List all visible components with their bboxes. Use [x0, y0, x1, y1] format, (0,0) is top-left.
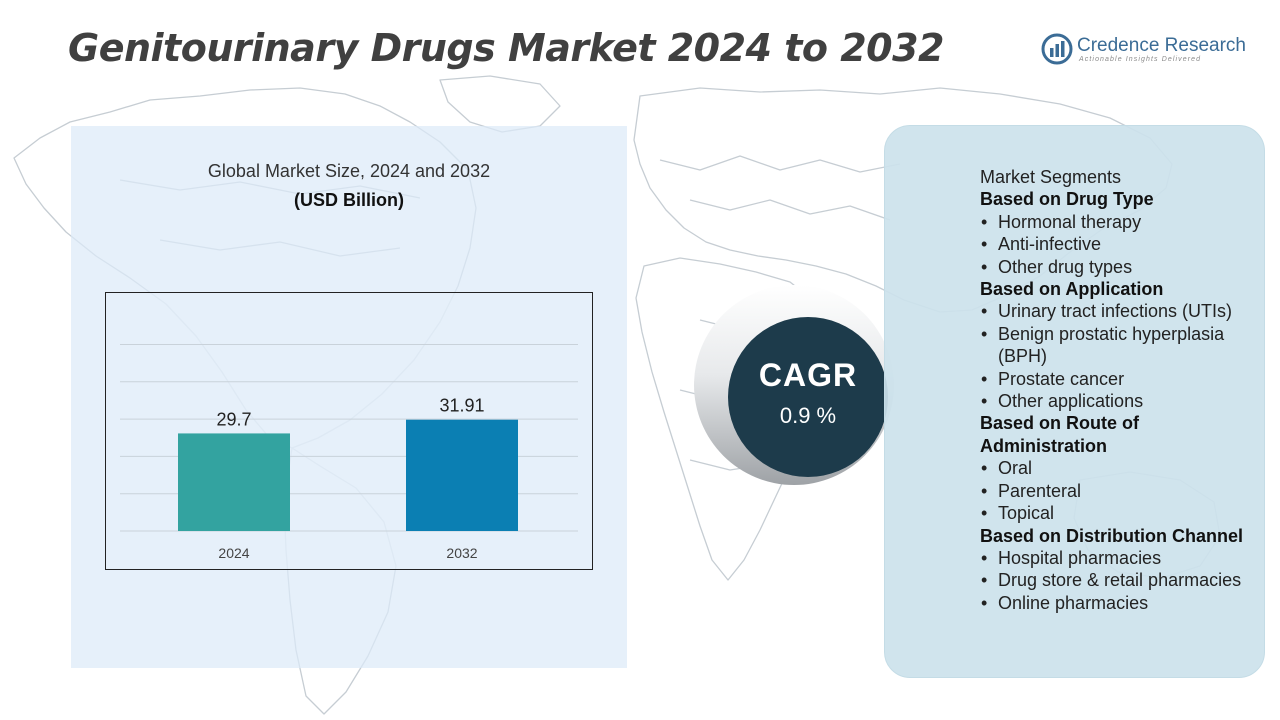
segment-item: Prostate cancer: [980, 368, 1270, 391]
cagr-badge: CAGR 0.9 %: [694, 285, 904, 485]
segment-item: Online pharmacies: [980, 592, 1270, 615]
tick-label-2024: 2024: [218, 545, 249, 561]
data-label-2032: 31.91: [439, 396, 484, 416]
segment-group-distribution: Based on Distribution Channel Hospital p…: [980, 525, 1270, 615]
segment-group-title: Based on Route of Administration: [980, 413, 1140, 456]
segment-item: Hospital pharmacies: [980, 547, 1270, 570]
segment-item: Drug store & retail pharmacies: [980, 569, 1270, 592]
segment-item: Hormonal therapy: [980, 211, 1270, 234]
segment-item: Topical: [980, 502, 1270, 525]
segment-group-title: Based on Drug Type: [980, 189, 1154, 210]
segments-heading: Market Segments: [980, 167, 1122, 187]
segment-group-route: Based on Route of Administration Oral Pa…: [980, 412, 1270, 524]
segment-item: Benign prostatic hyperplasia (BPH): [980, 323, 1270, 368]
chart-subtitle: Global Market Size, 2024 and 2032: [207, 161, 491, 181]
segment-item: Other applications: [980, 390, 1270, 413]
chart-unit: (USD Billion): [294, 190, 404, 210]
segment-item: Urinary tract infections (UTIs): [980, 300, 1270, 323]
cagr-value: 0.9 %: [779, 403, 837, 428]
credence-logo-icon: [1041, 33, 1073, 65]
segment-group-title: Based on Application: [980, 279, 1164, 300]
brand-name: Credence Research: [1077, 35, 1246, 56]
bar-2032: [406, 419, 518, 531]
segment-item: Other drug types: [980, 256, 1270, 279]
page-title: Genitourinary Drugs Market 2024 to 2032: [68, 26, 945, 70]
bar-2024: [178, 433, 290, 531]
segment-group-title: Based on Distribution Channel: [980, 525, 1244, 546]
bar-chart: 29.7 2024 31.91 2032: [120, 344, 578, 561]
brand: Credence Research Actionable Insights De…: [1040, 32, 1260, 72]
segment-group-application: Based on Application Urinary tract infec…: [980, 278, 1270, 413]
cagr-circle: CAGR 0.9 %: [728, 317, 888, 477]
segment-group-drug-type: Based on Drug Type Hormonal therapy Anti…: [980, 188, 1270, 278]
cagr-label: CAGR: [758, 357, 858, 393]
market-segments: Market Segments Based on Drug Type Hormo…: [980, 166, 1270, 615]
bar-chart-frame: 29.7 2024 31.91 2032: [105, 292, 593, 570]
segment-item: Anti-infective: [980, 233, 1270, 256]
data-label-2024: 29.7: [216, 409, 251, 429]
segment-item: Oral: [980, 457, 1270, 480]
brand-tagline: Actionable Insights Delivered: [1079, 56, 1202, 63]
tick-label-2032: 2032: [446, 545, 477, 561]
segment-item: Parenteral: [980, 480, 1270, 503]
